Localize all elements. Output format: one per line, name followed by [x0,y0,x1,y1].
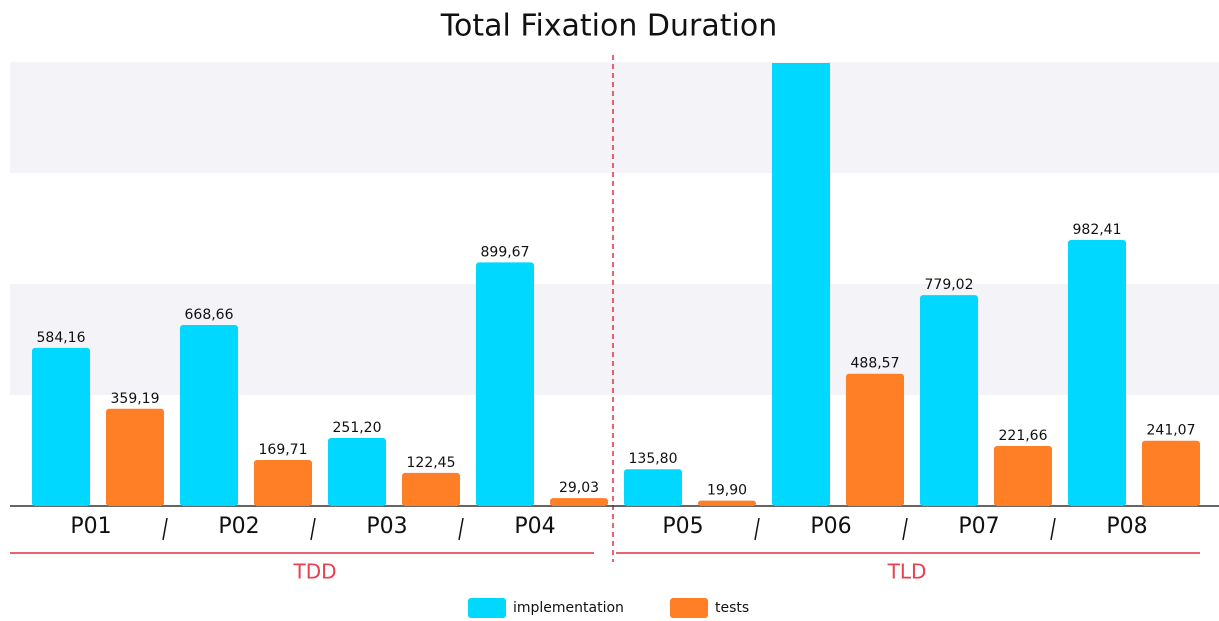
separator [902,517,908,541]
x-tick-label: P04 [514,514,555,539]
bar [402,472,460,506]
bar [920,295,978,506]
value-label: 584,16 [37,330,86,346]
bar [1142,440,1200,506]
value-label: 169,71 [259,442,308,458]
separator [754,517,760,541]
value-label: 488,57 [851,356,900,372]
bar [106,408,164,506]
separator [1050,517,1056,541]
separator [458,517,464,541]
value-label: 779,02 [925,277,974,293]
legend-label: tests [715,600,749,616]
bar [624,469,682,506]
value-label: 899,67 [481,244,530,260]
legend-swatch [468,598,506,618]
value-label: 359,19 [111,391,160,407]
legend-label: implementation [513,600,624,616]
separator [162,517,168,541]
bar [254,460,312,506]
x-tick-label: P08 [1106,514,1147,539]
separator [310,517,316,541]
bar [994,445,1052,506]
bar [328,437,386,506]
value-label: 29,03 [559,480,599,496]
value-label: 668,66 [185,307,234,323]
bar [698,500,756,506]
value-label: 19,90 [707,483,747,499]
bar [1068,240,1126,506]
x-tick-label: P01 [70,514,111,539]
legend-swatch [670,598,708,618]
x-tick-label: P05 [662,514,703,539]
group-label: TLD [887,560,927,584]
bar [550,498,608,506]
x-tick-label: P02 [218,514,259,539]
value-label: 241,07 [1147,423,1196,439]
bar [32,347,90,506]
band [10,62,1219,173]
x-tick-label: P07 [958,514,999,539]
value-label: 122,45 [407,455,456,471]
value-label: 982,41 [1073,222,1122,238]
bars [32,63,1200,506]
bar [772,63,830,506]
x-tick-label: P03 [366,514,407,539]
value-label: 135,80 [629,451,678,467]
value-label: 251,20 [333,420,382,436]
chart-title: Total Fixation Duration [440,9,777,44]
group-label: TDD [292,560,336,584]
bar [846,373,904,506]
bar [476,262,534,506]
value-label: 221,66 [999,428,1048,444]
x-tick-label: P06 [810,514,851,539]
bar [180,324,238,506]
